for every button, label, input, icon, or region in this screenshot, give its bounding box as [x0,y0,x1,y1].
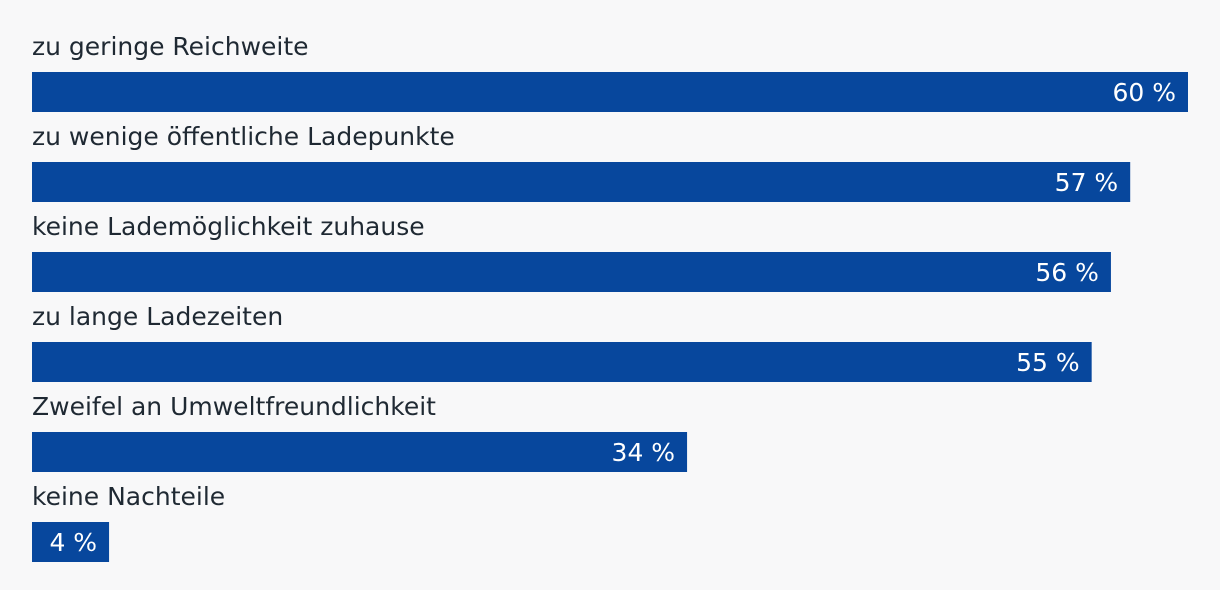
value-label: 55 % [1016,348,1080,377]
value-label: 60 % [1112,78,1176,107]
value-label: 57 % [1055,168,1119,197]
category-label: zu wenige öffentliche Ladepunkte [32,122,455,151]
bar [32,162,1131,202]
bar [32,72,1188,112]
category-label: keine Lademöglichkeit zuhause [32,212,425,241]
category-label: Zweifel an Umweltfreundlichkeit [32,392,436,421]
value-label: 4 % [49,528,97,557]
category-label: zu lange Ladezeiten [32,302,283,331]
value-label: 34 % [612,438,676,467]
bar [32,522,110,562]
category-label: zu geringe Reichweite [32,32,309,61]
value-label: 56 % [1035,258,1099,287]
bar [32,342,1092,382]
bar [32,432,688,472]
bar [32,252,1111,292]
category-label: keine Nachteile [32,482,225,511]
